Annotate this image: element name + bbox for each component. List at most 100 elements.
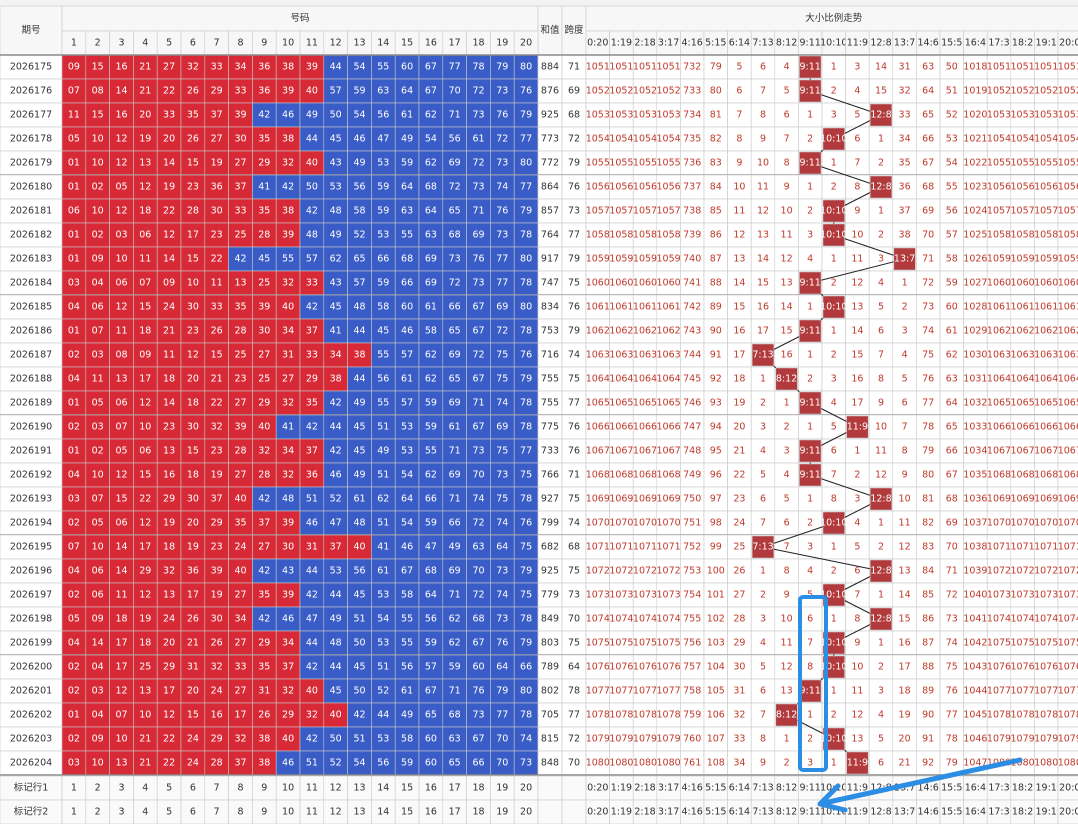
trend-value: 1054 (1011, 134, 1035, 145)
trend-value: 84 (710, 182, 722, 193)
footer-trend-label: 17:3 (988, 807, 1009, 818)
issue-header: 期号 (21, 25, 40, 36)
sum: 876 (541, 86, 559, 97)
number: 28 (234, 446, 246, 457)
number: 24 (163, 614, 175, 625)
number-column-label: 19 (496, 38, 508, 49)
trend-value: 1074 (586, 614, 610, 625)
number-column-label: 17 (449, 38, 461, 49)
trend-value: 15 (899, 614, 911, 625)
trend-value: 11 (851, 254, 863, 265)
trend-value: 2 (831, 182, 837, 193)
number-column-label: 12 (330, 38, 342, 49)
issue-bg (0, 294, 63, 320)
trend-value: 1069 (633, 494, 657, 505)
trend-value: 6 (736, 86, 742, 97)
number: 09 (68, 62, 80, 73)
trend-value: 754 (683, 590, 701, 601)
number: 01 (68, 398, 80, 409)
trend-value: 750 (683, 494, 701, 505)
trend-value: 1054 (1034, 134, 1058, 145)
sum: 927 (541, 494, 559, 505)
issue: 2026189 (10, 398, 52, 409)
sum-bg (537, 150, 563, 176)
number: 02 (68, 734, 80, 745)
number: 51 (377, 662, 389, 673)
number: 44 (306, 566, 318, 577)
footer-trend-label: 6:14 (729, 783, 750, 794)
number: 41 (258, 182, 270, 193)
trend-value: 1051 (633, 62, 657, 73)
number: 74 (520, 734, 532, 745)
trend-hit: 10:10 (820, 206, 847, 217)
number: 43 (330, 278, 342, 289)
trend-value: 1 (807, 350, 813, 361)
trend-value: 1052 (1058, 86, 1078, 97)
number: 40 (234, 494, 246, 505)
sum: 755 (541, 398, 559, 409)
span: 76 (568, 182, 580, 193)
number: 53 (377, 158, 389, 169)
trend-value: 1051 (586, 62, 610, 73)
footer-number-label: 2 (95, 807, 101, 818)
trend-value: 7 (760, 518, 766, 529)
number: 23 (187, 326, 199, 337)
sum: 815 (541, 734, 559, 745)
number: 32 (258, 446, 270, 457)
number: 44 (330, 590, 342, 601)
number: 36 (258, 62, 270, 73)
trend-value: 6 (760, 62, 766, 73)
trend-value: 4 (760, 446, 766, 457)
number: 18 (115, 614, 127, 625)
number: 71 (449, 494, 461, 505)
trend-value: 76 (922, 374, 934, 385)
number-column-label: 1 (71, 38, 77, 49)
trend-value: 1080 (1058, 758, 1078, 769)
number: 27 (234, 398, 246, 409)
number: 39 (282, 590, 294, 601)
number: 12 (187, 350, 199, 361)
trend-value: 1078 (657, 710, 681, 721)
number: 66 (401, 278, 413, 289)
issue-bg (0, 222, 63, 248)
number: 66 (425, 494, 437, 505)
trend-column-label: 11:9 (847, 38, 868, 49)
number: 13 (115, 374, 127, 385)
trend-value: 17 (733, 350, 745, 361)
trend-value: 1059 (657, 254, 681, 265)
number: 29 (163, 662, 175, 673)
trend-value: 1 (878, 590, 884, 601)
number: 53 (377, 734, 389, 745)
trend-value: 1079 (1011, 734, 1035, 745)
trend-value: 12 (733, 230, 745, 241)
number: 15 (187, 446, 199, 457)
number: 10 (92, 542, 104, 553)
trend-value: 1063 (633, 350, 657, 361)
number: 09 (163, 278, 175, 289)
trend-value: 1069 (987, 494, 1011, 505)
number: 31 (258, 686, 270, 697)
number: 14 (163, 254, 175, 265)
trend-value: 16 (733, 326, 745, 337)
span-bg (561, 486, 587, 512)
trend-value: 1051 (609, 62, 633, 73)
trend-value: 53 (946, 134, 958, 145)
number-column-label: 9 (261, 38, 267, 49)
trend-value: 3 (854, 494, 860, 505)
number: 42 (258, 614, 270, 625)
trend-value: 1069 (657, 494, 681, 505)
number: 51 (377, 518, 389, 529)
number: 61 (472, 134, 484, 145)
number: 22 (211, 398, 223, 409)
number: 69 (449, 398, 461, 409)
number: 61 (377, 566, 389, 577)
number: 10 (92, 158, 104, 169)
number: 65 (449, 374, 461, 385)
number: 40 (234, 566, 246, 577)
number: 13 (139, 686, 151, 697)
number: 19 (163, 518, 175, 529)
number: 12 (139, 518, 151, 529)
trend-value: 758 (683, 686, 701, 697)
trend-value: 1058 (586, 230, 610, 241)
trend-value: 8 (854, 614, 860, 625)
